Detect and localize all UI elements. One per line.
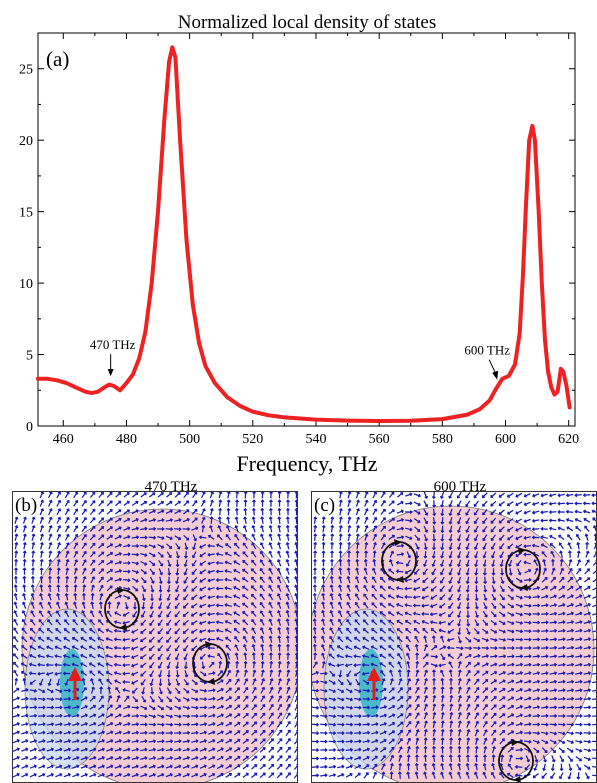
x-tick-label: 520 xyxy=(242,432,263,447)
dipole-source-arrowhead xyxy=(367,667,381,681)
ldos-chart: Normalized local density of states (a) 4… xyxy=(19,12,579,476)
panel-label: (c) xyxy=(314,495,335,516)
annotation-600-arrowhead xyxy=(492,370,499,380)
x-tick-label: 560 xyxy=(369,432,390,447)
y-tick-label: 15 xyxy=(19,206,33,221)
plot-frame xyxy=(37,32,576,427)
y-tick-label: 0 xyxy=(26,420,33,435)
x-tick-label: 620 xyxy=(558,432,579,447)
annotation-470-arrowhead xyxy=(107,369,114,377)
annotation-600-label: 600 THz xyxy=(464,343,510,358)
field-panel-c: (c) xyxy=(311,491,597,783)
x-tick-label: 480 xyxy=(116,432,137,447)
vortex-direction-arrow xyxy=(117,587,125,594)
panel-c-title: 600 THz xyxy=(434,479,487,492)
vortex-direction-arrow xyxy=(520,584,528,591)
panel-label-bg xyxy=(13,492,39,516)
x-tick-label: 500 xyxy=(179,432,200,447)
x-tick-label: 600 xyxy=(495,432,516,447)
panel-titles: 470 THz 600 THz xyxy=(145,479,487,492)
vortex-direction-arrow xyxy=(511,739,519,746)
y-tick-label: 25 xyxy=(19,63,33,78)
vortex-direction-arrow xyxy=(518,547,526,554)
panel-b-title: 470 THz xyxy=(145,479,198,492)
x-tick-label: 540 xyxy=(305,432,326,447)
field-panel-b: (b) xyxy=(12,491,298,783)
vortex-direction-arrow xyxy=(119,624,127,631)
source-hotspot xyxy=(60,649,84,717)
y-tick-label: 10 xyxy=(19,277,33,292)
chart-title: Normalized local density of states xyxy=(178,12,437,33)
x-axis-label: Frequency, THz xyxy=(236,451,377,476)
y-tick-label: 20 xyxy=(19,134,33,149)
y-tick-label: 5 xyxy=(26,349,33,364)
axes-ticks: 460 480 500 520 540 560 580 600 620 0 5 10 15 20 25 xyxy=(19,33,579,447)
vortex-direction-arrow xyxy=(394,539,402,546)
x-tick-label: 460 xyxy=(53,432,74,447)
panel-label: (b) xyxy=(15,495,37,516)
vortex-direction-arrow xyxy=(396,576,404,583)
x-tick-label: 580 xyxy=(432,432,453,447)
dipole-source-arrowhead xyxy=(68,667,82,681)
vortex-direction-arrow xyxy=(513,776,521,783)
vortex-direction-arrow xyxy=(205,641,213,648)
panel-label-a: (a) xyxy=(46,47,69,71)
ldos-curve xyxy=(36,45,572,423)
annotation-470-label: 470 THz xyxy=(90,337,136,352)
vortex-direction-arrow xyxy=(207,678,215,685)
annotations: 470 THz 600 THz xyxy=(90,337,510,380)
panel-label-bg xyxy=(312,492,338,516)
source-hotspot xyxy=(359,649,383,717)
